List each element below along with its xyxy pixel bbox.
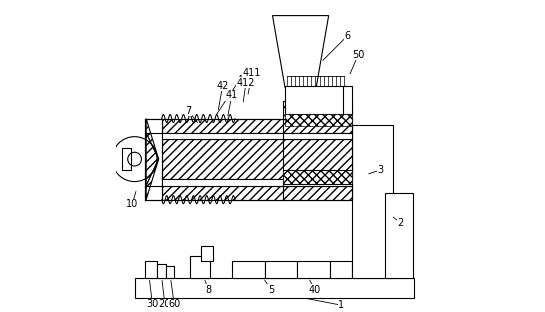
Bar bbox=[385, 193, 413, 278]
Bar bbox=[265, 261, 298, 278]
Bar bbox=[144, 261, 157, 278]
Bar bbox=[298, 261, 330, 278]
Text: 412: 412 bbox=[237, 78, 255, 88]
Polygon shape bbox=[272, 16, 329, 87]
Text: 40: 40 bbox=[308, 285, 321, 295]
Text: 60: 60 bbox=[168, 299, 180, 309]
Polygon shape bbox=[146, 119, 159, 159]
Text: 50: 50 bbox=[352, 50, 365, 60]
Polygon shape bbox=[146, 133, 159, 186]
Text: 7: 7 bbox=[185, 106, 191, 116]
Bar bbox=[285, 114, 352, 126]
Polygon shape bbox=[146, 159, 159, 200]
Bar bbox=[162, 186, 352, 200]
Bar bbox=[343, 86, 352, 114]
Text: 6: 6 bbox=[344, 31, 350, 41]
Text: 5: 5 bbox=[268, 285, 274, 295]
Text: 10: 10 bbox=[126, 199, 138, 209]
Bar bbox=[166, 266, 174, 278]
Text: 20: 20 bbox=[159, 299, 171, 309]
Text: 411: 411 bbox=[243, 68, 262, 78]
Bar bbox=[283, 170, 352, 184]
Bar bbox=[162, 179, 352, 186]
Bar bbox=[190, 256, 210, 278]
Text: 2: 2 bbox=[397, 218, 403, 228]
Bar bbox=[162, 119, 352, 133]
Text: 3: 3 bbox=[377, 165, 383, 175]
Text: 42: 42 bbox=[216, 81, 229, 91]
Bar bbox=[157, 264, 166, 278]
Bar bbox=[283, 101, 352, 119]
Text: 4: 4 bbox=[237, 75, 243, 85]
Bar bbox=[162, 133, 352, 139]
Text: 1: 1 bbox=[338, 300, 344, 310]
Bar bbox=[352, 125, 392, 278]
Bar bbox=[144, 119, 162, 200]
Bar bbox=[162, 139, 352, 179]
Bar bbox=[330, 261, 352, 278]
Bar bbox=[135, 278, 414, 298]
Bar bbox=[201, 246, 213, 261]
Bar bbox=[285, 86, 346, 114]
Bar bbox=[122, 148, 131, 170]
Bar bbox=[232, 261, 265, 278]
Text: 8: 8 bbox=[205, 285, 211, 295]
Text: 41: 41 bbox=[226, 90, 238, 100]
Text: 30: 30 bbox=[146, 299, 159, 309]
